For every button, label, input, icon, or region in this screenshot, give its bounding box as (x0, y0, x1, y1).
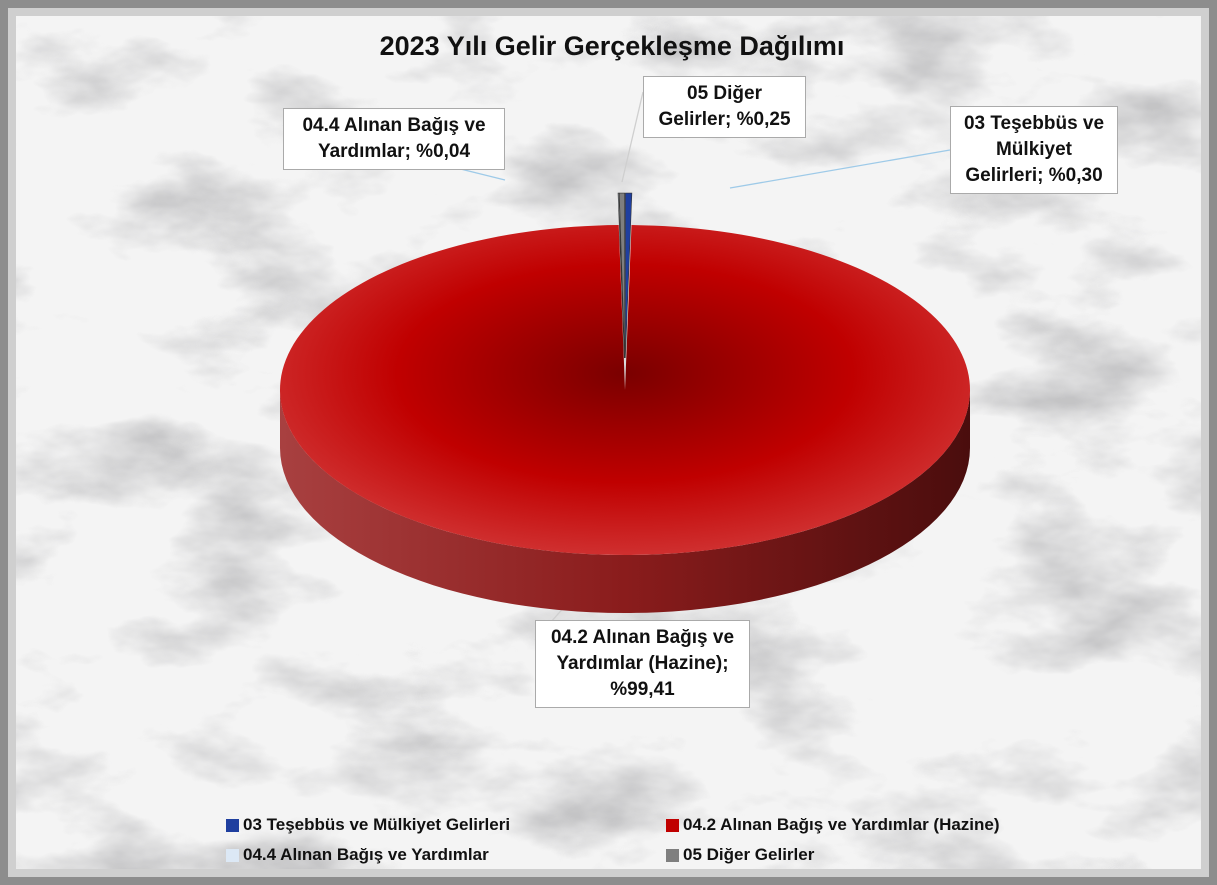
leader-line (621, 91, 644, 183)
data-label-separator: ; (1037, 165, 1044, 186)
legend-swatch (226, 848, 239, 862)
leader-line (729, 149, 951, 189)
legend-item: 03 Teşebbüs ve Mülkiyet Gelirleri (226, 815, 510, 835)
legend-label: 04.2 Alınan Bağış ve Yardımlar (Hazine) (683, 815, 1000, 834)
data-label-value: %0,04 (416, 141, 471, 162)
slice (618, 192, 625, 359)
data-label: 04.4 Alınan Bağış ve Yardımlar; %0,04 (283, 108, 505, 170)
data-label-separator: ; (722, 653, 729, 674)
legend-label: 05 Diğer Gelirler (683, 845, 815, 864)
legend-swatch (666, 818, 679, 832)
data-label-category: 05 Diğer Gelirler (658, 83, 762, 130)
legend-item: 05 Diğer Gelirler (666, 845, 814, 865)
data-label-separator: ; (404, 141, 411, 162)
legend-label: 04.4 Alınan Bağış ve Yardımlar (243, 845, 489, 864)
legend-swatch (226, 818, 239, 832)
slice (625, 192, 633, 359)
data-label: 04.2 Alınan Bağış ve Yardımlar (Hazine);… (535, 620, 750, 708)
slice (617, 192, 625, 359)
chart-title: 2023 Yılı Gelir Gerçekleşme Dağılımı (380, 31, 845, 61)
data-label-value: %99,41 (610, 679, 675, 700)
legend-item: 04.2 Alınan Bağış ve Yardımlar (Hazine) (666, 815, 1000, 835)
data-label-category: 04.4 Alınan Bağış ve Yardımlar (302, 115, 486, 162)
legend-item: 04.4 Alınan Bağış ve Yardımlar (226, 845, 489, 865)
data-label-category: 04.2 Alınan Bağış ve Yardımlar (Hazine) (550, 627, 735, 674)
legend-label: 03 Teşebbüs ve Mülkiyet Gelirleri (243, 815, 511, 834)
data-label-separator: ; (725, 109, 732, 130)
data-label: 05 Diğer Gelirler; %0,25 (643, 76, 806, 138)
data-label-category: 03 Teşebbüs ve Mülkiyet Gelirleri (963, 113, 1105, 186)
slice-side (280, 390, 970, 613)
slice (279, 225, 970, 555)
data-label: 03 Teşebbüs ve Mülkiyet Gelirleri; %0,30 (950, 106, 1118, 194)
data-label-value: %0,30 (1048, 165, 1103, 186)
data-label-value: %0,25 (736, 109, 791, 130)
legend-swatch (666, 848, 679, 862)
